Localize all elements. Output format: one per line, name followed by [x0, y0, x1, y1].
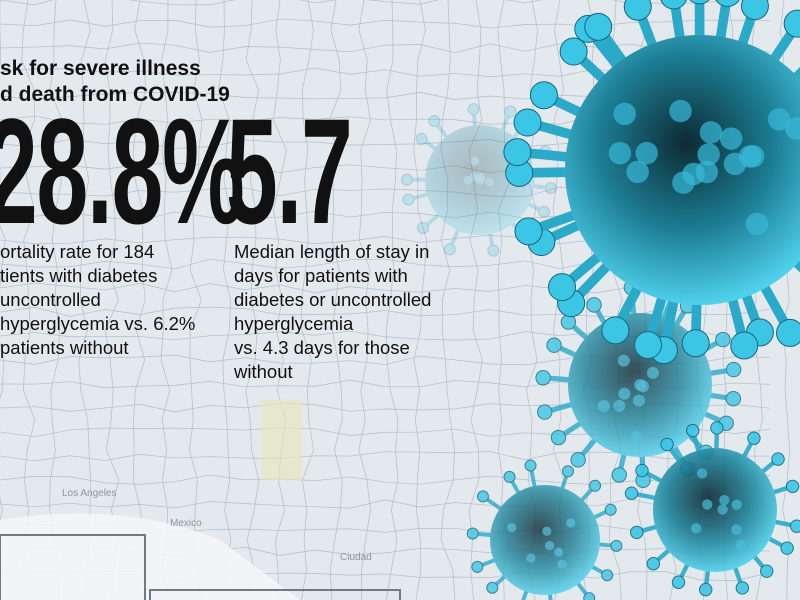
- description-line: uncontrolled: [0, 289, 101, 310]
- map-label: Los Angeles: [62, 488, 117, 499]
- stat-value: 5.7: [226, 87, 353, 255]
- stat-description: ortality rate for 184 tients with diabete…: [0, 240, 195, 360]
- map-label: Mexico: [170, 518, 202, 529]
- description-line: hyperglycemia: [234, 313, 354, 334]
- description-line: days for patients with: [234, 265, 408, 286]
- stat-description: Median length of stay in days for patient…: [234, 240, 431, 384]
- description-line: ortality rate for 184: [0, 241, 155, 262]
- description-line: hyperglycemia vs. 6.2%: [0, 313, 196, 334]
- description-line: patients without: [0, 337, 129, 358]
- description-line: tients with diabetes: [0, 265, 158, 286]
- map-label: Ciudad: [340, 552, 372, 563]
- description-line: Median length of stay in: [234, 241, 430, 262]
- virus-illustration: [466, 459, 623, 600]
- description-line: diabetes or uncontrolled: [234, 289, 432, 310]
- heading-line: d death from COVID-19: [0, 83, 230, 106]
- virus-illustration: [503, 0, 800, 365]
- heading: sk for severe illness d death from COVID…: [0, 56, 230, 108]
- description-line: vs. 4.3 days for those: [234, 337, 410, 358]
- description-line: without: [234, 361, 293, 382]
- virus-illustration: [624, 421, 800, 597]
- stat-value: 28.8%: [0, 87, 245, 255]
- heading-line: sk for severe illness: [0, 57, 201, 80]
